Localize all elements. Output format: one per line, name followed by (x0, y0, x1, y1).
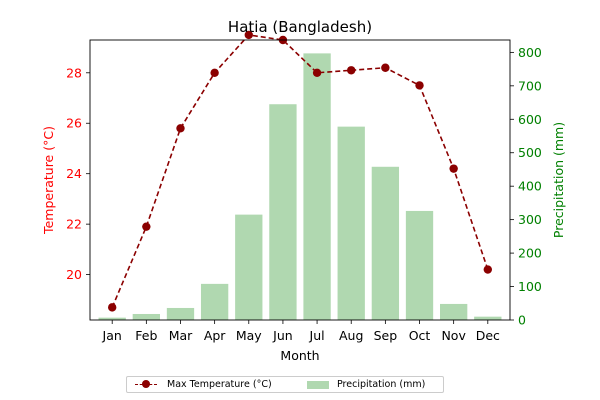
y-right-tick-label-800: 800 (518, 45, 542, 60)
precipitation-bar-may (235, 214, 263, 320)
y-right-tick-label-0: 0 (518, 313, 526, 328)
temperature-point-apr (210, 68, 219, 77)
legend-bar-swatch-icon (307, 380, 329, 389)
y-right-tick-label-500: 500 (518, 145, 542, 160)
temperature-point-nov (449, 164, 458, 173)
x-tick-label-apr: Apr (204, 328, 226, 343)
y-right-tick-label-700: 700 (518, 78, 542, 93)
precipitation-bar-apr (200, 283, 229, 320)
precipitation-bar-mar (166, 307, 195, 320)
temperature-point-aug (347, 66, 356, 75)
x-tick-label-aug: Aug (339, 328, 363, 343)
precipitation-bar-nov (440, 303, 468, 320)
y-right-tick-label-200: 200 (518, 246, 542, 261)
x-tick-label-jun: Jun (272, 328, 293, 343)
y-left-tick-label-28: 28 (66, 65, 82, 80)
y-left-tick-label-26: 26 (66, 116, 82, 131)
y-left-tick-label-22: 22 (66, 217, 82, 232)
y-left-tick-label-24: 24 (66, 166, 82, 181)
x-tick-label-jul: Jul (309, 328, 325, 343)
legend-line-marker-icon (133, 377, 159, 392)
y-right-tick-label-300: 300 (518, 212, 542, 227)
precipitation-bar-dec (474, 316, 502, 320)
x-tick-label-oct: Oct (409, 328, 431, 343)
x-tick-label-nov: Nov (441, 328, 466, 343)
precipitation-bar-sep (371, 166, 400, 320)
y-right-tick-label-600: 600 (518, 112, 542, 127)
legend-item-temperature: Max Temperature (°C) (133, 377, 272, 392)
temperature-point-oct (415, 81, 424, 90)
temperature-point-may (244, 30, 253, 40)
temperature-point-jan (107, 303, 117, 312)
x-tick-label-jan: Jan (102, 328, 122, 343)
legend: Max Temperature (°C) Precipitation (mm) (126, 376, 444, 393)
y-right-tick-label-400: 400 (518, 179, 542, 194)
temperature-point-mar (176, 124, 185, 133)
plot-frame (89, 39, 511, 321)
temperature-point-dec (483, 265, 493, 274)
precipitation-bar-feb (132, 313, 160, 320)
precipitation-bar-jan (98, 317, 126, 320)
temperature-point-sep (381, 63, 390, 72)
precipitation-bar-oct (405, 210, 434, 320)
y-right-axis-label: Precipitation (mm) (551, 122, 566, 238)
x-tick-label-dec: Dec (476, 328, 500, 343)
y-right-tick-label-100: 100 (518, 279, 542, 294)
x-axis-label: Month (280, 348, 319, 363)
temperature-point-jul (312, 68, 322, 77)
legend-item-precipitation: Precipitation (mm) (305, 377, 425, 392)
y-left-axis-label: Temperature (°C) (41, 126, 56, 235)
chart-title: Hatia (Bangladesh) (228, 18, 372, 36)
y-left-tick-label-20: 20 (66, 267, 82, 282)
legend-label-temperature: Max Temperature (°C) (167, 379, 272, 390)
precipitation-bar-aug (337, 126, 365, 321)
x-tick-label-mar: Mar (169, 328, 193, 343)
x-tick-label-feb: Feb (135, 328, 157, 343)
temperature-point-feb (142, 222, 151, 231)
x-tick-label-may: May (236, 328, 262, 343)
precipitation-bar-jun (269, 104, 297, 320)
precipitation-bar-jul (303, 53, 331, 320)
legend-label-precipitation: Precipitation (mm) (337, 379, 426, 390)
x-tick-label-sep: Sep (374, 328, 398, 343)
